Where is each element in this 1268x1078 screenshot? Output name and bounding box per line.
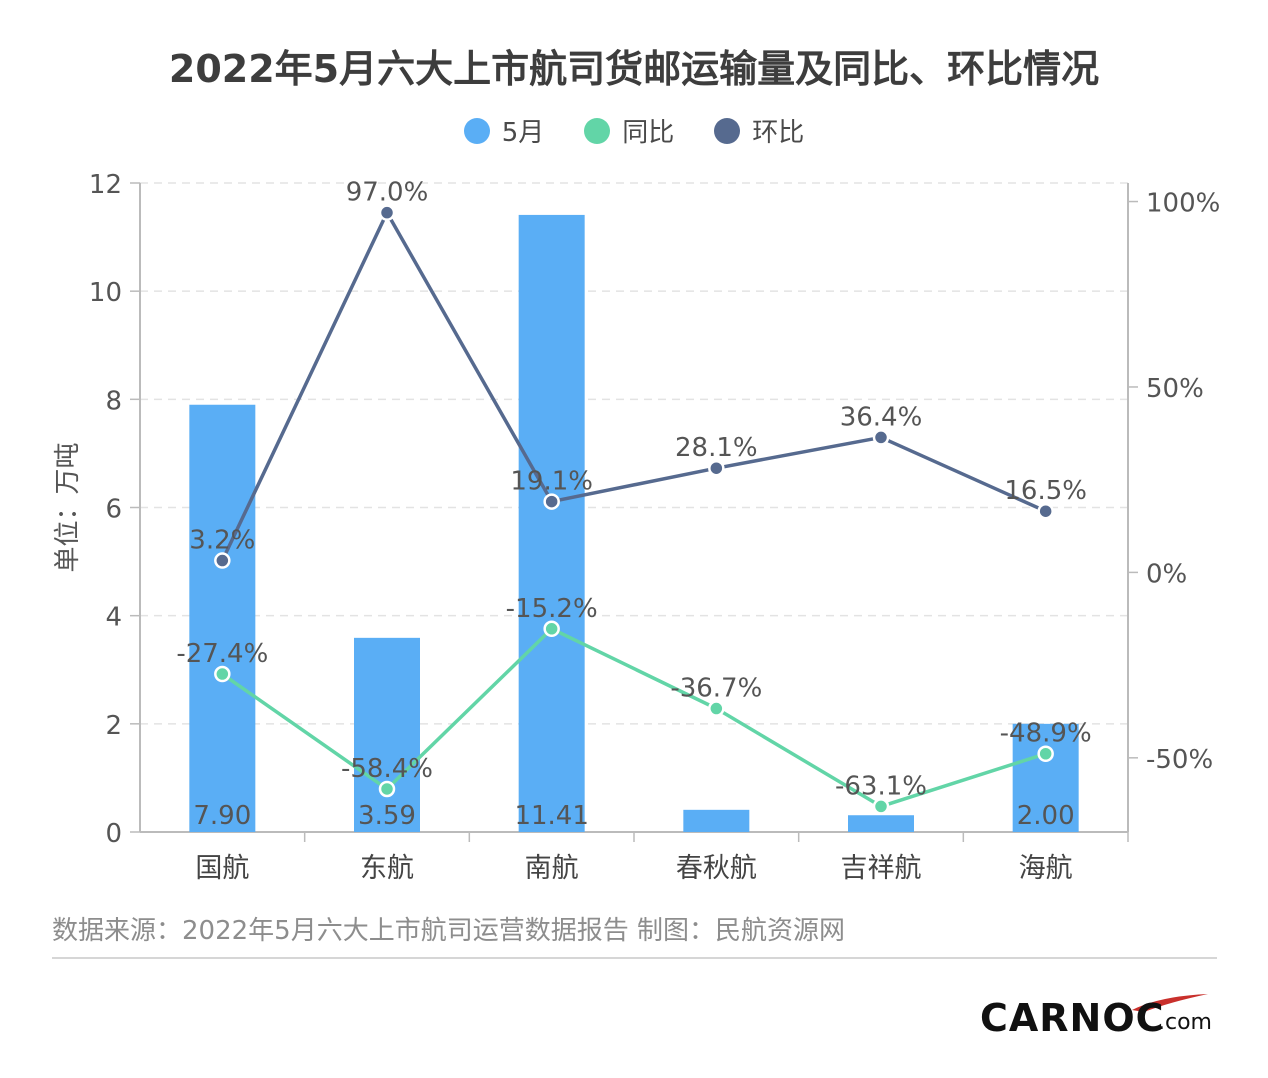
yoy-data-label: -58.4%: [341, 754, 433, 784]
yoy-data-label: -27.4%: [176, 639, 268, 669]
mom-data-label: 3.2%: [189, 526, 255, 556]
bar-value-label: 11.41: [514, 801, 588, 831]
bar: [189, 404, 256, 832]
y-tick-label: 10: [89, 278, 122, 308]
y2-tick-label: 0%: [1146, 559, 1187, 589]
carnoc-logo: CARNOC .com: [980, 992, 1220, 1040]
source-note: 数据来源：2022年5月六大上市航司运营数据报告 制图：民航资源网: [52, 916, 845, 946]
mom-point: [378, 204, 396, 221]
mom-line: [220, 210, 1047, 562]
mom-point: [708, 459, 725, 477]
bar: [354, 637, 420, 832]
mom-data-label: 97.0%: [346, 178, 429, 208]
legend-item-mom[interactable]: 环比: [714, 112, 804, 149]
bar: [848, 815, 914, 832]
x-tick-label: 春秋航: [676, 853, 757, 884]
logo-wordmark: CARNOC: [980, 996, 1165, 1040]
legend-label-yoy: 同比: [622, 118, 675, 148]
yoy-data-label: -36.7%: [670, 674, 762, 704]
legend-swatch-yoy: [584, 117, 611, 144]
legend-label-mom: 环比: [752, 118, 805, 148]
mom-point: [872, 429, 890, 446]
yoy-line: [221, 627, 1047, 809]
mom-data-label: 16.5%: [1004, 476, 1087, 506]
legend-item-bar[interactable]: 5月: [463, 112, 545, 149]
bar: [683, 809, 750, 832]
yoy-point: [1037, 745, 1054, 762]
x-tick-label: 海航: [1019, 853, 1073, 884]
yoy-point: [378, 780, 396, 798]
bar: [1012, 723, 1079, 832]
mom-point: [1037, 502, 1054, 520]
data-labels: 7.90 3.59 11.41 2.00 -27.4% -58.4% -15.2% -36.7…: [176, 178, 1091, 831]
bar-series: [189, 214, 1079, 832]
legend-swatch-bar: [463, 117, 490, 144]
yoy-data-label: -15.2%: [506, 594, 598, 624]
yoy-data-label: -63.1%: [835, 771, 927, 801]
mom-data-label: 19.1%: [510, 467, 593, 497]
legend-item-yoy[interactable]: 同比: [584, 112, 674, 149]
x-tick-label: 国航: [195, 853, 249, 884]
bar-value-label: 2.00: [1017, 801, 1075, 831]
legend-label-bar: 5月: [501, 118, 545, 148]
y2-tick-label: 50%: [1146, 374, 1204, 404]
chart-title: 2022年5月六大上市航司货邮运输量及同比、环比情况: [168, 47, 1100, 91]
yoy-data-label: -48.9%: [1000, 719, 1092, 749]
mom-data-label: 36.4%: [840, 402, 923, 432]
yoy-point: [708, 700, 725, 717]
yoy-point: [543, 620, 560, 638]
y2-tick-label: 100%: [1146, 189, 1220, 219]
legend-swatch-mom: [714, 117, 741, 144]
y-axis-label: 单位：万吨: [53, 442, 83, 572]
yoy-point: [214, 665, 231, 683]
bar: [518, 214, 585, 832]
x-tick-label: 南航: [525, 853, 579, 884]
x-tick-label: 东航: [360, 853, 414, 884]
y-tick-label: 8: [105, 386, 122, 416]
y-tick-label: 12: [89, 170, 122, 200]
y-tick-label: 6: [105, 495, 122, 525]
footer-divider: [52, 957, 1217, 959]
x-tick-label: 吉祥航: [841, 853, 922, 884]
bar-value-label: 3.59: [358, 801, 416, 831]
y-tick-label: 0: [105, 819, 122, 849]
bar-value-label: 7.90: [193, 801, 251, 831]
gridlines: [140, 182, 1128, 725]
mom-point: [543, 493, 560, 510]
logo-swoosh-icon: [1132, 994, 1208, 1012]
y-tick-label: 2: [105, 711, 122, 741]
y2-tick-label: -50%: [1146, 745, 1213, 775]
mom-data-label: 28.1%: [675, 433, 758, 463]
line-series: [214, 204, 1054, 815]
yoy-point: [872, 798, 890, 815]
y-tick-label: 4: [105, 603, 122, 633]
legend: 5月 同比 环比: [0, 112, 1268, 149]
logo-suffix: .com: [1158, 1010, 1212, 1035]
mom-point: [214, 552, 231, 569]
